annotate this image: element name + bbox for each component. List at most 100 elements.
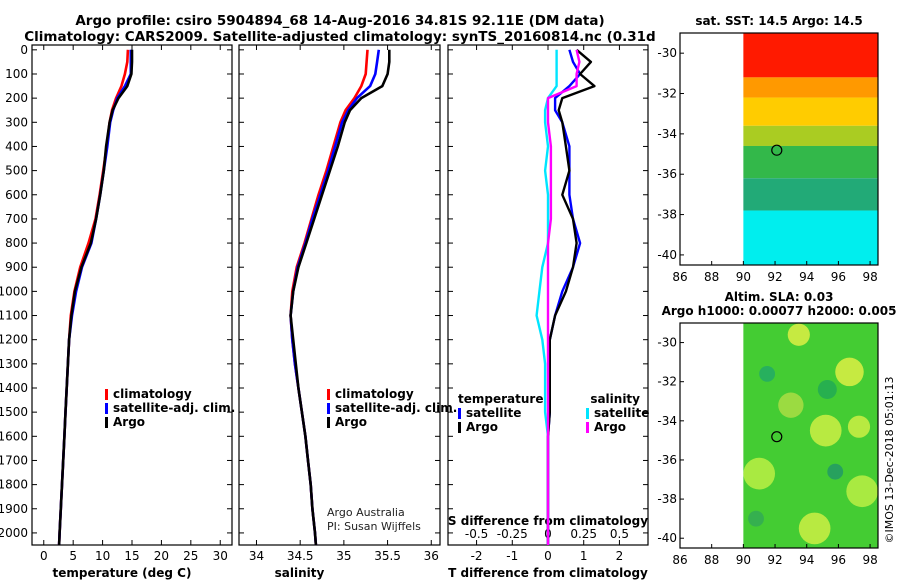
map-y-tick-label: -38 — [657, 208, 677, 222]
x-tick-label: 25 — [183, 549, 198, 563]
x-tick-label: 35.5 — [374, 549, 401, 563]
depth-tick-label: 1900 — [0, 502, 28, 516]
sla-blob — [846, 475, 878, 508]
depth-tick-label: 400 — [5, 139, 28, 153]
sst-band — [743, 97, 878, 126]
map-y-tick-label: -32 — [657, 375, 677, 389]
x-tick-label: 10 — [95, 549, 110, 563]
sla-blob — [835, 357, 864, 387]
sla-blob — [827, 463, 844, 480]
depth-tick-label: 800 — [5, 236, 28, 250]
legend-swatch — [105, 403, 108, 414]
sst-band — [743, 178, 878, 211]
depth-tick-label: 600 — [5, 188, 28, 202]
depth-tick-label: 1800 — [0, 478, 28, 492]
sla-blob — [787, 323, 810, 346]
x-axis-label: T difference from climatology — [448, 566, 648, 580]
depth-tick-label: 0 — [20, 43, 28, 57]
depth-tick-label: 1100 — [0, 309, 28, 323]
depth-tick-label: 100 — [5, 67, 28, 81]
map-y-tick-label: -32 — [657, 87, 677, 101]
depth-tick-label: 900 — [5, 260, 28, 274]
legend-swatch — [105, 389, 108, 400]
map-x-tick-label: 94 — [799, 553, 814, 567]
sla-map-title: Altim. SLA: 0.03 — [725, 290, 834, 304]
sla-blob — [759, 365, 776, 382]
legend-swatch — [327, 389, 330, 400]
x-tick-label: 34.5 — [287, 549, 314, 563]
sst-band — [743, 210, 878, 265]
map-y-tick-label: -30 — [657, 46, 677, 60]
map-x-tick-label: 96 — [831, 270, 846, 284]
legend-swatch — [327, 403, 330, 414]
map-x-tick-label: 98 — [862, 270, 877, 284]
depth-tick-label: 1300 — [0, 357, 28, 371]
map-x-tick-label: 98 — [862, 553, 877, 567]
map-x-tick-label: 92 — [767, 270, 782, 284]
depth-tick-label: 1200 — [0, 333, 28, 347]
panel-frame-1 — [238, 44, 441, 546]
top-axis-tick: 0.5 — [610, 527, 629, 541]
map-frame-1 — [679, 32, 879, 266]
map-y-tick-label: -34 — [657, 414, 677, 428]
panel-frame-0 — [31, 44, 233, 546]
x-tick-label: 0 — [544, 549, 552, 563]
legend-label: satellite — [594, 406, 649, 420]
depth-tick-label: 2000 — [0, 526, 28, 540]
legend-title: temperature — [458, 392, 543, 406]
legend-swatch — [105, 417, 108, 428]
title-line-1: Argo profile: csiro 5904894_68 14-Aug-20… — [75, 13, 605, 29]
legend-swatch — [586, 422, 589, 433]
map-x-tick-label: 92 — [767, 553, 782, 567]
x-axis-label: salinity — [275, 566, 325, 580]
sst-band — [743, 125, 878, 146]
map-x-tick-label: 86 — [672, 553, 687, 567]
side-caption: ©IMOS 13-Dec-2018 05:01:13 — [883, 377, 896, 544]
credit-line: PI: Susan Wijffels — [327, 520, 421, 533]
legend-label: climatology — [113, 387, 192, 401]
argo-position-marker — [771, 431, 783, 443]
legend-label: satellite-adj. clim. — [335, 401, 457, 415]
series-line-argo — [57, 49, 134, 546]
sst-band — [743, 33, 878, 78]
x-axis-label: temperature (deg C) — [53, 566, 192, 580]
top-axis-tick: -0.25 — [497, 527, 528, 541]
argo-position-marker — [771, 144, 783, 156]
legend-label: Argo — [335, 415, 367, 429]
sla-blobs — [743, 323, 878, 545]
map-y-tick-label: -40 — [657, 531, 677, 545]
x-tick-label: 30 — [213, 549, 228, 563]
sla-blob — [743, 457, 776, 490]
x-tick-label: 0 — [40, 549, 48, 563]
map-x-tick-label: 90 — [736, 270, 751, 284]
x-tick-label: 5 — [69, 549, 77, 563]
sla-blob — [809, 414, 842, 447]
legend-swatch — [586, 408, 589, 419]
legend-label: climatology — [335, 387, 414, 401]
series-line-argo — [289, 49, 391, 546]
map-x-tick-label: 88 — [704, 270, 719, 284]
sla-blob — [817, 380, 837, 400]
depth-tick-label: 1000 — [0, 284, 28, 298]
legend-label: Argo — [594, 420, 626, 434]
sla-blob — [778, 392, 804, 418]
depth-tick-label: 1600 — [0, 429, 28, 443]
x-tick-label: 2 — [616, 549, 624, 563]
map-y-tick-label: -30 — [657, 336, 677, 350]
sla-blob — [748, 510, 764, 527]
map-x-tick-label: 88 — [704, 553, 719, 567]
x-tick-label: 1 — [580, 549, 588, 563]
sla-map-subtitle: Argo h1000: 0.00077 h2000: 0.005 — [662, 304, 897, 318]
map-y-tick-label: -34 — [657, 127, 677, 141]
map-y-tick-label: -36 — [657, 453, 677, 467]
map-frame-2 — [679, 322, 879, 549]
x-tick-label: 34 — [249, 549, 264, 563]
sla-blob — [847, 415, 871, 438]
x-tick-label: 15 — [124, 549, 139, 563]
depth-tick-label: 1400 — [0, 381, 28, 395]
legend-label: satellite — [466, 406, 521, 420]
x-tick-label: -1 — [506, 549, 518, 563]
x-tick-label: 35 — [336, 549, 351, 563]
sla-blob — [798, 512, 831, 545]
